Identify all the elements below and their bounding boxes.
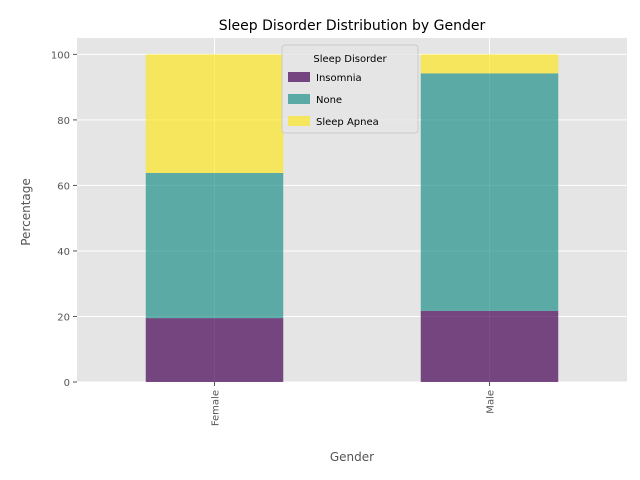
legend-swatch [288,94,310,104]
x-axis-ticks: Female Male [211,382,497,426]
y-tick-label: 20 [57,312,70,323]
y-tick-label: 0 [64,378,70,389]
legend-label: None [316,95,342,106]
bar-sleep-apnea-female [145,54,284,173]
bars [145,54,559,382]
bar-sleep-apnea-male [420,54,559,74]
bar-none-female [145,172,284,319]
y-tick-label: 80 [57,116,70,127]
y-axis-ticks: 0 20 40 60 80 100 [51,50,77,389]
bar-insomnia-male [420,310,559,382]
legend-swatch [288,72,310,82]
legend-title: Sleep Disorder [313,54,387,65]
y-tick-label: 100 [51,50,70,61]
legend-label: Insomnia [316,73,362,84]
bar-insomnia-female [145,318,284,382]
legend-box [281,44,419,134]
y-tick-label: 60 [57,181,70,192]
legend-swatch [288,116,310,126]
legend: Sleep Disorder Insomnia None Sleep Apnea [281,44,419,134]
legend-label: Sleep Apnea [316,117,379,128]
chart-title: Sleep Disorder Distribution by Gender [219,18,486,34]
x-tick-label: Male [486,390,497,414]
bar-none-male [420,73,559,311]
x-axis-label: Gender [330,450,374,464]
y-tick-label: 40 [57,247,70,258]
x-tick-label: Female [211,390,222,426]
y-axis-label: Percentage [19,178,33,246]
legend-items: Insomnia None Sleep Apnea [288,72,379,128]
